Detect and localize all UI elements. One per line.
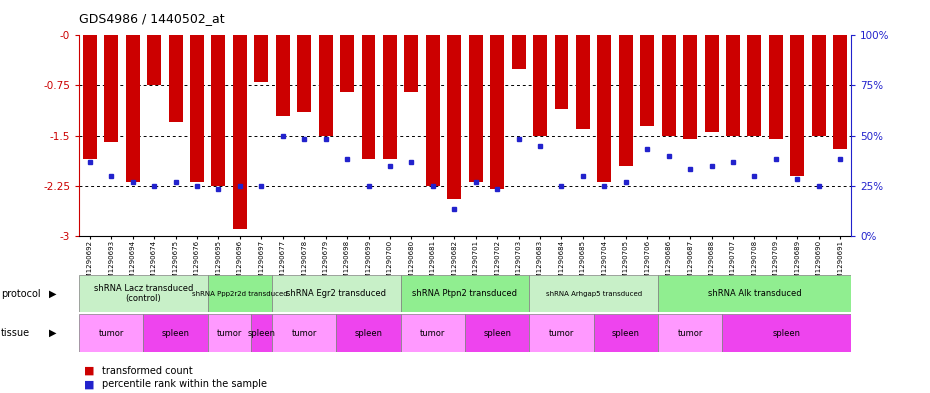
Text: tumor: tumor [291,329,317,338]
Bar [272,314,337,352]
Text: ▶: ▶ [49,289,57,299]
Bar [143,314,207,352]
Bar [465,314,529,352]
Text: ■: ■ [84,379,94,389]
Bar [168,35,182,122]
Bar [533,35,547,136]
Bar [232,35,246,229]
Bar [401,275,529,312]
Text: shRNA Ptpn2 transduced: shRNA Ptpn2 transduced [413,289,517,298]
Bar [812,35,826,136]
Text: shRNA Lacz transduced
(control): shRNA Lacz transduced (control) [94,285,193,303]
Text: GDS4986 / 1440502_at: GDS4986 / 1440502_at [79,12,225,25]
Bar [340,35,354,92]
Text: shRNA Arhgap5 transduced: shRNA Arhgap5 transduced [546,291,642,297]
Bar [705,35,719,132]
Bar [748,35,762,136]
Bar [833,35,847,149]
Bar [662,35,676,136]
Bar [593,314,658,352]
Bar [529,314,593,352]
Bar [618,35,632,165]
Text: tumor: tumor [217,329,242,338]
Text: tumor: tumor [420,329,445,338]
Text: spleen: spleen [354,329,382,338]
Bar [769,35,783,139]
Bar [469,35,483,182]
Bar [207,275,272,312]
Text: spleen: spleen [247,329,275,338]
Bar [426,35,440,185]
Bar [490,35,504,189]
Bar [576,35,590,129]
Bar [211,35,225,185]
Text: ▶: ▶ [49,328,57,338]
Text: tumor: tumor [99,329,124,338]
Bar [319,35,333,136]
Bar [447,35,461,199]
Text: spleen: spleen [162,329,190,338]
Bar [658,314,723,352]
Text: shRNA Alk transduced: shRNA Alk transduced [708,289,802,298]
Text: spleen: spleen [612,329,640,338]
Bar [104,35,118,142]
Bar [190,35,204,182]
Bar [147,35,161,85]
Text: transformed count: transformed count [102,365,193,376]
Text: ■: ■ [84,365,94,376]
Text: protocol: protocol [1,289,41,299]
Bar [362,35,376,159]
Bar [401,314,465,352]
Bar [640,35,654,125]
Bar [726,35,740,136]
Text: tissue: tissue [1,328,30,338]
Bar [298,35,312,112]
Bar [272,275,401,312]
Text: percentile rank within the sample: percentile rank within the sample [102,379,267,389]
Bar [79,314,143,352]
Bar [126,35,140,182]
Bar [405,35,418,92]
Bar [254,35,268,82]
Bar [83,35,97,159]
Bar [684,35,698,139]
Text: tumor: tumor [677,329,703,338]
Bar [597,35,611,182]
Text: shRNA Ppp2r2d transduced: shRNA Ppp2r2d transduced [193,291,287,297]
Bar [383,35,397,159]
Text: tumor: tumor [549,329,574,338]
Bar [207,314,250,352]
Bar [723,314,851,352]
Text: shRNA Egr2 transduced: shRNA Egr2 transduced [286,289,386,298]
Bar [250,314,272,352]
Bar [512,35,525,69]
Text: spleen: spleen [484,329,512,338]
Bar [337,314,401,352]
Bar [658,275,851,312]
Text: spleen: spleen [773,329,801,338]
Bar [790,35,804,176]
Bar [276,35,290,116]
Bar [554,35,568,109]
Bar [529,275,658,312]
Bar [79,275,207,312]
